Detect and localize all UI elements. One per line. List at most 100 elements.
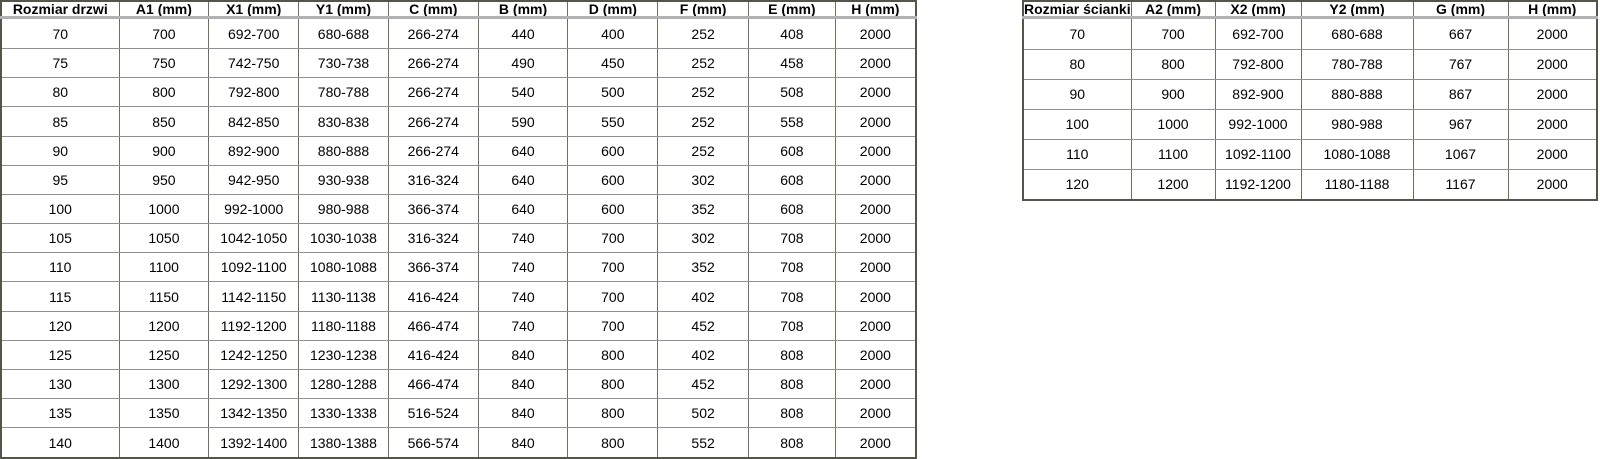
table-cell: 1230-1238	[298, 339, 389, 371]
table-cell: 880-888	[298, 135, 389, 166]
door-size-table: Rozmiar drzwi A1 (mm) X1 (mm) Y1 (mm) C (mm)…	[0, 0, 917, 459]
table-cell: 1242-1250	[208, 339, 300, 371]
table-cell: 1280-1288	[298, 368, 389, 400]
table-cell: 85	[0, 106, 120, 137]
table-cell: 2000	[834, 16, 917, 50]
table-cell: 800	[567, 339, 659, 371]
table-cell: 840	[477, 398, 569, 429]
table-cell: 700	[567, 252, 659, 283]
table-cell: 2000	[834, 368, 917, 400]
table-cell: 115	[0, 281, 120, 312]
table-cell: 1330-1338	[298, 398, 389, 429]
table-cell: 1192-1200	[1214, 168, 1302, 201]
column-header: H (mm)	[1507, 0, 1598, 19]
table-row: 70 700 692-700 680-688 266-274 440 400 252 408 20…	[0, 16, 917, 50]
table-cell: 840	[477, 368, 569, 400]
table-cell: 967	[1412, 108, 1509, 140]
table-cell: 2000	[834, 252, 917, 283]
table-cell: 252	[657, 16, 749, 50]
table-cell: 730-738	[298, 48, 389, 79]
table-cell: 740	[477, 252, 569, 283]
table-cell: 2000	[1507, 138, 1598, 170]
table-row: 115 1150 1142-1150 1130-1138 416-424 740 700 40…	[0, 281, 917, 312]
table-cell: 516-524	[387, 398, 479, 429]
table-cell: 2000	[1507, 168, 1598, 201]
table-row: 100 1000 992-1000 980-988 967 2000	[1022, 108, 1598, 140]
table-cell: 1100	[1130, 138, 1216, 170]
table-cell: 740	[477, 281, 569, 312]
table-cell: 1392-1400	[208, 427, 300, 459]
table-cell: 550	[567, 106, 659, 137]
table-cell: 992-1000	[1214, 108, 1302, 140]
table-cell: 458	[748, 48, 836, 79]
table-cell: 980-988	[298, 193, 389, 225]
table-cell: 700	[1130, 17, 1216, 50]
table-cell: 900	[1130, 78, 1216, 110]
table-cell: 892-900	[208, 135, 300, 166]
table-cell: 640	[477, 164, 569, 195]
table-cell: 1192-1200	[208, 310, 300, 341]
table-cell: 1150	[118, 281, 210, 312]
table-cell: 252	[657, 135, 749, 166]
table-cell: 867	[1412, 78, 1509, 110]
table-cell: 566-574	[387, 427, 479, 459]
table-cell: 1042-1050	[208, 223, 300, 254]
table-cell: 930-938	[298, 164, 389, 195]
table-row: 140 1400 1392-1400 1380-1388 566-574 840 800 55…	[0, 427, 917, 459]
table-cell: 450	[567, 48, 659, 79]
table-cell: 416-424	[387, 339, 479, 371]
table-row: 95 950 942-950 930-938 316-324 640 600 302 608 20…	[0, 164, 917, 195]
table-cell: 110	[1022, 138, 1132, 170]
table-cell: 1350	[118, 398, 210, 429]
table-cell: 980-988	[1300, 108, 1414, 140]
table-cell: 1080-1088	[298, 252, 389, 283]
column-header: Y2 (mm)	[1300, 0, 1414, 19]
table-cell: 252	[657, 48, 749, 79]
table-cell: 500	[567, 77, 659, 108]
table-cell: 992-1000	[208, 193, 300, 225]
table-cell: 2000	[834, 223, 917, 254]
table-cell: 608	[748, 193, 836, 225]
table-cell: 352	[657, 193, 749, 225]
table-cell: 600	[567, 164, 659, 195]
table-row: 125 1250 1242-1250 1230-1238 416-424 840 800 40…	[0, 339, 917, 371]
table-cell: 840	[477, 427, 569, 459]
table-cell: 708	[748, 223, 836, 254]
table-cell: 830-838	[298, 106, 389, 137]
column-header: H (mm)	[834, 0, 917, 19]
table-row: 90 900 892-900 880-888 867 2000	[1022, 78, 1598, 110]
table-cell: 880-888	[1300, 78, 1414, 110]
table-cell: 708	[748, 281, 836, 312]
table-cell: 1050	[118, 223, 210, 254]
table-cell: 1380-1388	[298, 427, 389, 459]
header-row: Rozmiar ścianki A2 (mm) X2 (mm) Y2 (mm) G (m…	[1022, 0, 1598, 19]
column-header: F (mm)	[657, 0, 749, 19]
table-cell: 552	[657, 427, 749, 459]
table-cell: 105	[0, 223, 120, 254]
table-cell: 1167	[1412, 168, 1509, 201]
table-cell: 466-474	[387, 368, 479, 400]
table-cell: 125	[0, 339, 120, 371]
table-cell: 2000	[834, 48, 917, 79]
table-cell: 1200	[118, 310, 210, 341]
table-cell: 892-900	[1214, 78, 1302, 110]
column-header: D (mm)	[567, 0, 659, 19]
table-cell: 316-324	[387, 223, 479, 254]
table-cell: 680-688	[1300, 17, 1414, 50]
table-cell: 800	[567, 368, 659, 400]
table-cell: 808	[748, 339, 836, 371]
table-cell: 840	[477, 339, 569, 371]
table-row: 90 900 892-900 880-888 266-274 640 600 252 608 20…	[0, 135, 917, 166]
table-cell: 1092-1100	[1214, 138, 1302, 170]
table-cell: 140	[0, 427, 120, 459]
table-cell: 692-700	[208, 16, 300, 50]
table-cell: 1342-1350	[208, 398, 300, 429]
table-row: 120 1200 1192-1200 1180-1188 1167 2000	[1022, 168, 1598, 201]
table-cell: 1030-1038	[298, 223, 389, 254]
table-cell: 680-688	[298, 16, 389, 50]
table-cell: 80	[0, 77, 120, 108]
table-cell: 2000	[1507, 78, 1598, 110]
table-cell: 692-700	[1214, 17, 1302, 50]
table-cell: 266-274	[387, 16, 479, 50]
